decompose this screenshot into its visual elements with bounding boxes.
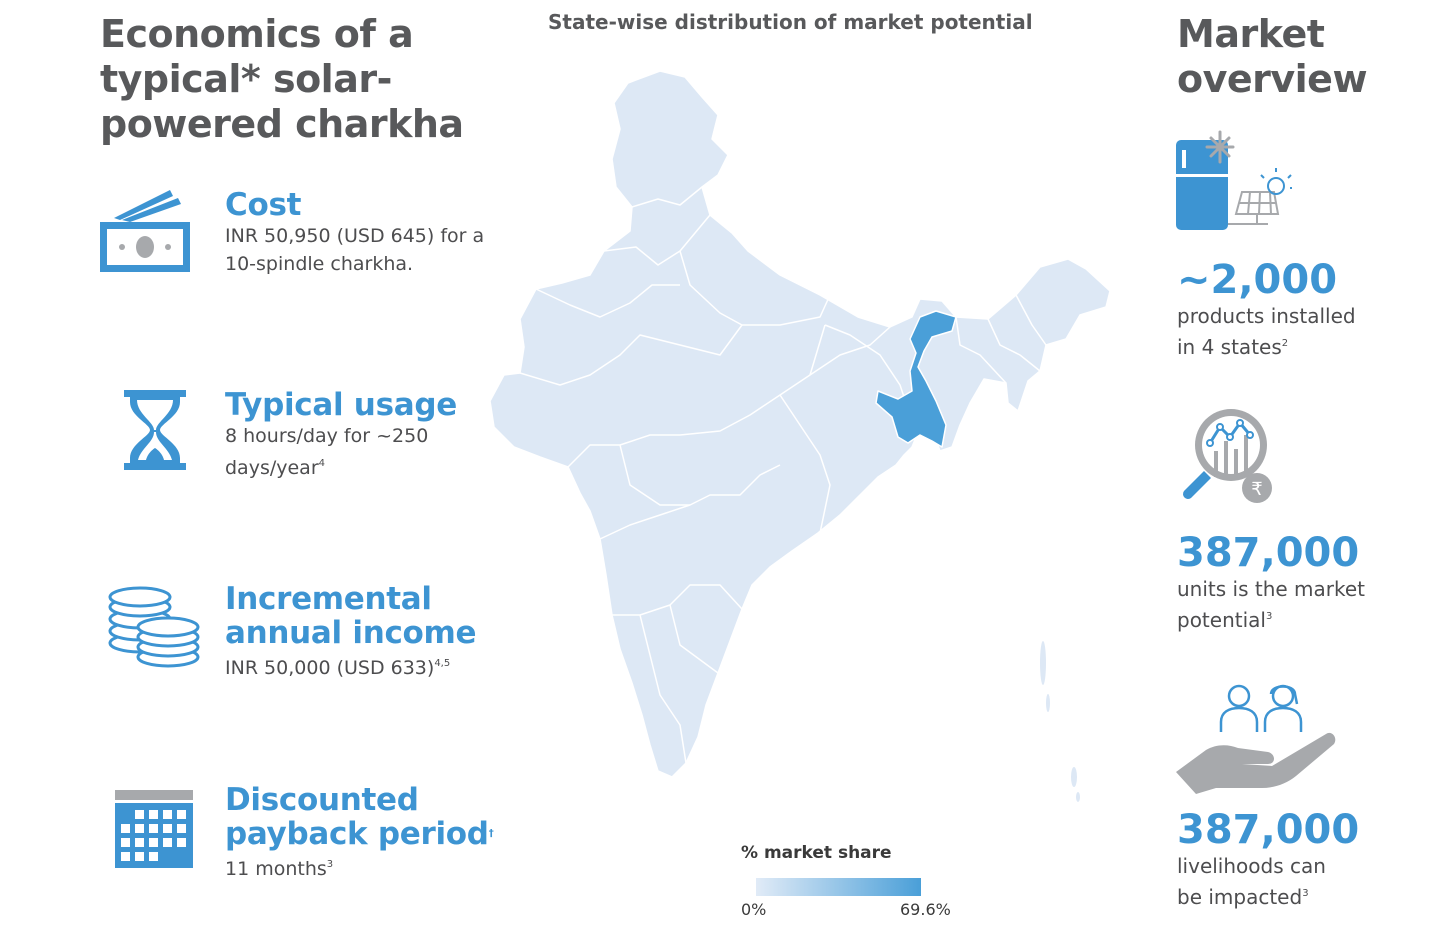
legend-min: 0% <box>741 900 767 919</box>
stat-1-desc: products installed in 4 states2 <box>1177 304 1356 359</box>
income-desc: INR 50,000 (USD 633)4,5 <box>225 657 451 679</box>
payback-block: Discounted payback period† 11 months3 <box>225 783 525 883</box>
stat-3-desc: livelihoods can be impacted3 <box>1177 854 1326 909</box>
usage-icon-wrap <box>124 390 186 474</box>
stat-1-value: ~2,000 <box>1177 257 1338 303</box>
andaman-islands <box>1040 641 1080 802</box>
money-icon <box>100 190 190 272</box>
stat-2-block: 387,000 units is the market potential3 <box>1177 531 1417 634</box>
stat-2-desc: units is the market potential3 <box>1177 577 1366 632</box>
west-bengal-region <box>875 310 957 448</box>
income-block: Incremental annual income INR 50,000 (US… <box>225 582 525 682</box>
coins-icon <box>108 586 200 668</box>
map-title: State-wise distribution of market potent… <box>548 10 1033 34</box>
cost-desc: INR 50,950 (USD 645) for a 10-spindle ch… <box>225 225 485 275</box>
stat-1-block: ~2,000 products installed in 4 states2 <box>1177 258 1417 361</box>
payback-desc: 11 months3 <box>225 858 334 880</box>
legend-title: % market share <box>741 843 892 863</box>
right-heading: Market overview <box>1177 12 1368 101</box>
stat-1-icon-wrap <box>1176 128 1292 238</box>
cost-title: Cost <box>225 187 302 223</box>
stat-3-value: 387,000 <box>1177 807 1360 853</box>
left-heading: Economics of a typical* solar-powered ch… <box>100 12 464 146</box>
stat-3-icon-wrap <box>1176 682 1338 804</box>
usage-desc: 8 hours/day for ~250 days/year4 <box>225 425 429 479</box>
cost-icon-wrap <box>100 188 190 278</box>
payback-icon-wrap <box>115 790 193 872</box>
legend-max: 69.6% <box>900 900 951 919</box>
india-map <box>489 70 1111 802</box>
cost-block: Cost INR 50,950 (USD 645) for a 10-spind… <box>225 188 515 278</box>
calendar-icon <box>115 790 193 868</box>
payback-title: Discounted payback period† <box>225 782 494 852</box>
state-borders <box>519 186 1047 764</box>
stat-2-value: 387,000 <box>1177 530 1360 576</box>
income-title: Incremental annual income <box>225 581 477 651</box>
hourglass-icon <box>124 390 186 470</box>
usage-title: Typical usage <box>225 387 457 423</box>
solar-fridge-icon <box>1176 130 1292 230</box>
legend-gradient <box>756 878 921 896</box>
stat-3-block: 387,000 livelihoods can be impacted3 <box>1177 808 1417 911</box>
market-analysis-icon: ₹ <box>1183 409 1272 503</box>
svg-text:₹: ₹ <box>1251 479 1262 500</box>
usage-block: Typical usage 8 hours/day for ~250 days/… <box>225 388 515 482</box>
income-icon-wrap <box>104 585 204 675</box>
stat-2-icon-wrap: ₹ <box>1176 405 1276 509</box>
hand-people-icon <box>1176 684 1336 794</box>
